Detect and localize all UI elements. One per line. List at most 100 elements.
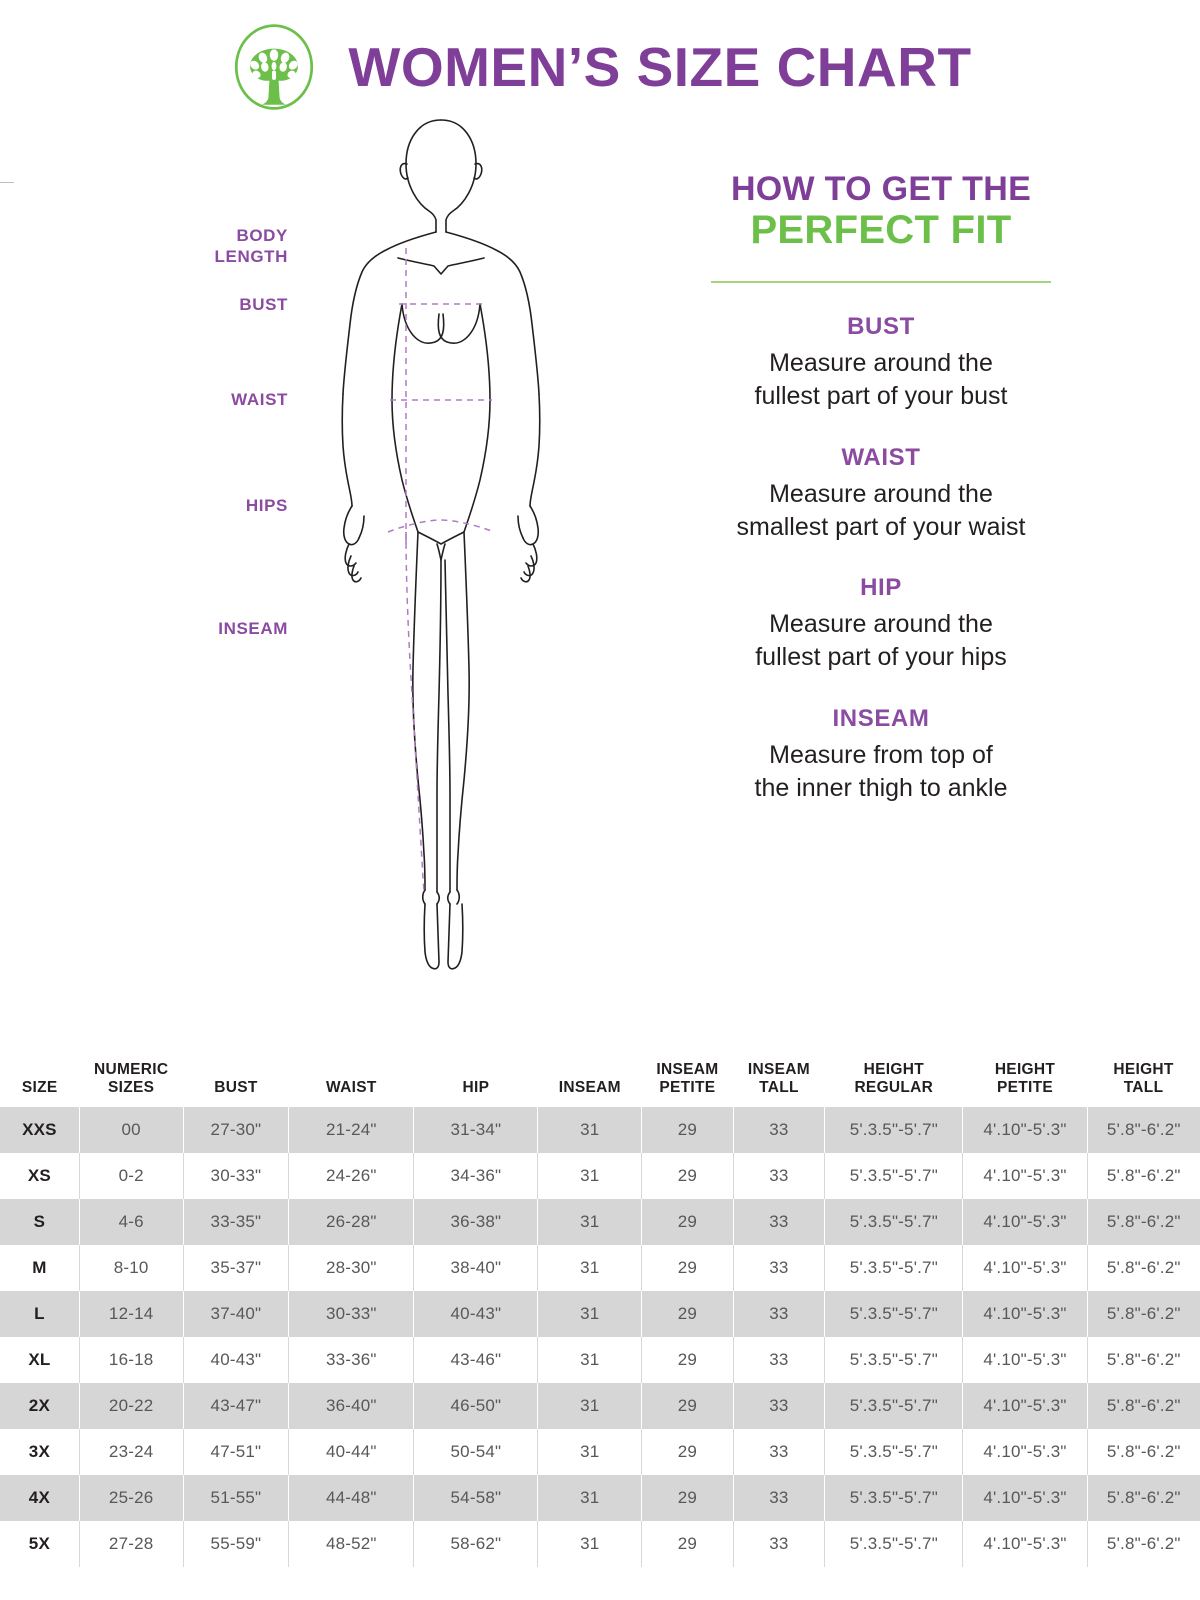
table-cell: 5'.8"-6'.2" [1086,1290,1200,1337]
fit-item-bust-title: BUST [847,313,915,341]
size-table-container: SIZE NUMERIC SIZES BUST WAIST HIP INSEAM INSEAM… [0,1055,1200,1567]
fit-item-hip-line-2: fullest part of your hips [755,643,1007,672]
column-header-9: HEIGHT PETITE [962,1055,1088,1107]
table-cell: 31 [537,1106,642,1153]
column-header-8: HEIGHT REGULAR [824,1055,963,1107]
fit-item-hip-title: HIP [860,574,902,602]
fit-item-bust-text: Measure around the fullest part of your … [586,347,1176,414]
table-cell: 5'.3.5"-5'.7" [824,1382,963,1429]
table-cell: 5'.3.5"-5'.7" [824,1474,963,1521]
table-cell: 31 [537,1382,642,1429]
table-cell: 29 [641,1336,734,1383]
column-header-3: WAIST [288,1055,414,1107]
table-cell: 36-38" [413,1198,538,1245]
table-row: M 8-10 35-37" 28-30" 38-40" 31 29 33 5'.3.5"-5'.… [0,1244,1200,1291]
table-cell: 29 [641,1474,734,1521]
size-label-cell: 4X [0,1474,80,1521]
size-label-cell: XXS [0,1106,80,1153]
fit-divider [711,281,1051,284]
column-header-line-2: PETITE [659,1079,716,1097]
table-cell: 36-40" [288,1382,414,1429]
perfect-fit-panel: HOW TO GET THE PERFECT FIT BUST Measure … [586,170,1176,805]
column-header-line-1: HIP [462,1079,490,1097]
body-length-line-2: LENGTH [214,246,288,266]
column-header-2: BUST [183,1055,289,1107]
table-cell: 48-52" [288,1520,414,1567]
size-label-cell: XS [0,1152,80,1199]
column-header-line-1: INSEAM [747,1061,810,1078]
table-cell: 5'.3.5"-5'.7" [824,1152,963,1199]
column-header-line-1: WAIST [326,1079,377,1097]
fit-item-waist-text: Measure around the smallest part of your… [586,478,1176,545]
table-cell: 44-48" [288,1474,414,1521]
column-header-7: INSEAM TALL [733,1055,825,1107]
column-header-line-1: SIZE [21,1079,58,1097]
fit-item-bust-line-2: fullest part of your bust [754,382,1008,411]
table-cell: 27-30" [182,1106,289,1153]
size-label-cell: 5X [0,1520,80,1567]
table-cell: 43-47" [182,1382,289,1429]
table-cell: 31 [537,1336,642,1383]
table-cell: 31 [537,1474,642,1521]
table-cell: 16-18 [78,1336,184,1383]
table-row: 5X 27-28 55-59" 48-52" 58-62" 31 29 33 5'.3.5"-5… [0,1520,1200,1567]
table-cell: 29 [641,1198,734,1245]
table-cell: 33 [732,1198,825,1245]
table-cell: 33 [732,1290,825,1337]
table-cell: 33 [732,1244,825,1291]
table-cell: 33 [732,1382,825,1429]
table-cell: 58-62" [413,1520,538,1567]
table-cell: 30-33" [288,1290,414,1337]
table-row: XXS 00 27-30" 21-24" 31-34" 31 29 33 5'.3.5"-5'.… [0,1106,1200,1153]
table-cell: 4'.10"-5'.3" [962,1474,1088,1521]
table-cell: 4'.10"-5'.3" [962,1152,1088,1199]
fit-item-hip-line-1: Measure around the [769,610,993,639]
table-cell: 33 [732,1474,825,1521]
table-cell: 38-40" [413,1244,538,1291]
size-label-cell: L [0,1290,80,1337]
table-cell: 5'.3.5"-5'.7" [824,1244,963,1291]
table-cell: 33-35" [182,1198,289,1245]
size-label-cell: S [0,1198,80,1245]
column-header-line-1: HEIGHT [1113,1061,1174,1078]
column-header-line-1: BUST [214,1079,258,1097]
table-cell: 40-44" [288,1428,414,1475]
table-cell: 5'.8"-6'.2" [1086,1382,1200,1429]
table-cell: 4'.10"-5'.3" [962,1382,1088,1429]
table-header-row: SIZE NUMERIC SIZES BUST WAIST HIP INSEAM INSEAM… [0,1055,1200,1107]
table-cell: 4'.10"-5'.3" [962,1428,1088,1475]
table-cell: 29 [641,1428,734,1475]
size-table: SIZE NUMERIC SIZES BUST WAIST HIP INSEAM INSEAM… [0,1055,1200,1567]
fit-item-bust: BUST Measure around the fullest part of … [586,313,1176,414]
column-header-10: HEIGHT TALL [1087,1055,1200,1107]
size-label-cell: 2X [0,1382,80,1429]
table-cell: 55-59" [182,1520,289,1567]
table-cell: 37-40" [182,1290,289,1337]
female-body-diagram-icon [296,108,586,1008]
size-label-cell: M [0,1244,80,1291]
table-cell: 35-37" [182,1244,289,1291]
table-row: XL 16-18 40-43" 33-36" 43-46" 31 29 33 5'.3.5"-5… [0,1336,1200,1383]
table-cell: 5'.8"-6'.2" [1086,1336,1200,1383]
fit-heading-line-1: HOW TO GET THE [730,170,1032,208]
table-cell: 26-28" [288,1198,414,1245]
figure-label-inseam: INSEAM [218,619,288,638]
column-header-line-2: REGULAR [854,1079,934,1097]
fit-item-inseam-title: INSEAM [832,704,930,732]
column-header-line-1: HEIGHT [863,1061,924,1078]
column-header-5: INSEAM [537,1055,642,1107]
table-cell: 33 [732,1428,825,1475]
table-cell: 5'.3.5"-5'.7" [824,1520,963,1567]
fit-item-inseam-text: Measure from top of the inner thigh to a… [586,739,1176,806]
figure-label-hips: HIPS [245,496,288,515]
table-cell: 46-50" [413,1382,538,1429]
table-cell: 4'.10"-5'.3" [962,1290,1088,1337]
table-cell: 5'.8"-6'.2" [1086,1428,1200,1475]
table-cell: 4'.10"-5'.3" [962,1244,1088,1291]
figure-label-group: BODY LENGTH BUST WAIST HIPS INSEAM [0,108,288,1038]
table-row: S 4-6 33-35" 26-28" 36-38" 31 29 33 5'.3.5"-5'.7… [0,1198,1200,1245]
table-cell: 25-26 [78,1474,184,1521]
fit-heading-line-2: PERFECT FIT [750,208,1012,253]
table-cell: 5'.8"-6'.2" [1086,1106,1200,1153]
body-length-line-1: BODY [236,226,288,245]
